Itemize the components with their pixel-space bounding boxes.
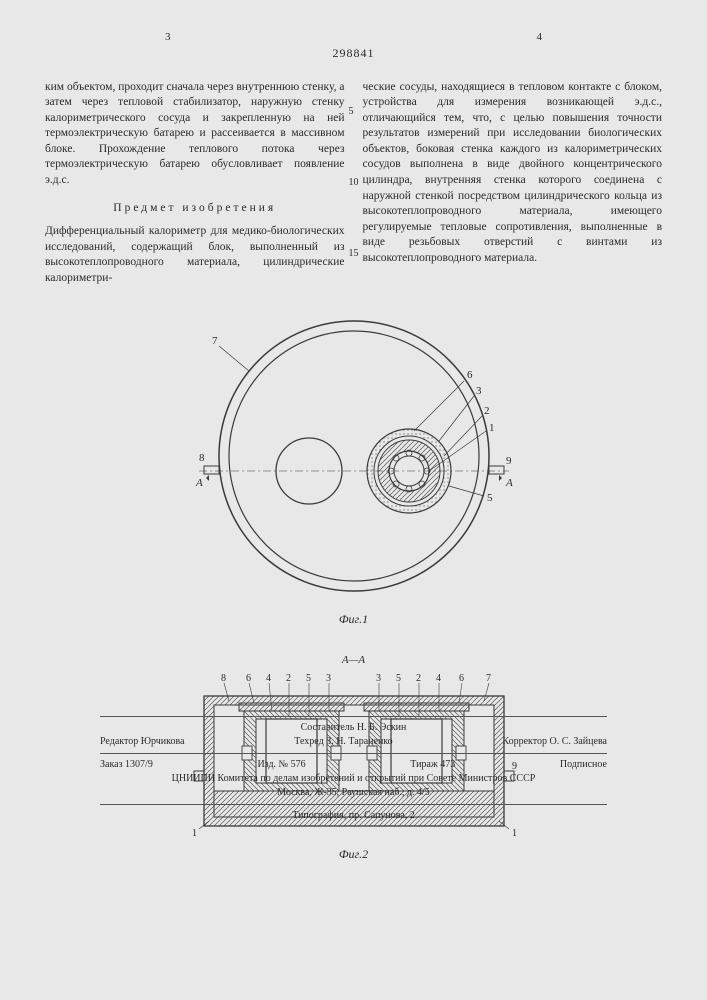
svg-text:3: 3	[476, 385, 482, 397]
svg-text:8: 8	[221, 673, 226, 684]
document-number: 298841	[45, 46, 662, 62]
footer-editor: Редактор Юрчикова	[100, 735, 185, 749]
footer-corrector: Корректор О. С. Зайцева	[502, 735, 607, 749]
right-column: ческие сосуды, находящиеся в тепловом ко…	[363, 80, 663, 286]
left-para-2: Дифференциальный калориметр для медико-б…	[45, 224, 345, 286]
footer-subscription: Подписное	[560, 758, 607, 772]
svg-text:9: 9	[506, 455, 512, 467]
right-para: ческие сосуды, находящиеся в тепловом ко…	[363, 80, 663, 266]
svg-text:7: 7	[486, 673, 491, 684]
left-para-1: ким объектом, проходит сначала через вну…	[45, 80, 345, 189]
footer: Составитель Н. Б. Эскин Редактор Юрчиков…	[100, 712, 607, 823]
footer-compiler: Составитель Н. Б. Эскин	[100, 721, 607, 735]
svg-text:2: 2	[286, 673, 291, 684]
svg-text:6: 6	[459, 673, 464, 684]
footer-printer: Типография, пр. Сапунова, 2	[100, 809, 607, 823]
figure-1: A A 7 8 6 3 2 1 9 5 Фиг.1	[184, 306, 524, 628]
svg-text:7: 7	[212, 335, 218, 347]
svg-text:5: 5	[487, 492, 493, 504]
footer-org: ЦНИИПИ Комитета по делам изобретений и о…	[100, 772, 607, 786]
svg-text:1: 1	[512, 828, 517, 839]
footer-circulation: Тираж 473	[410, 758, 455, 772]
footer-edition: Изд. № 576	[257, 758, 305, 772]
svg-text:5: 5	[396, 673, 401, 684]
svg-text:3: 3	[376, 673, 381, 684]
cross-section-label: A—A	[184, 653, 524, 667]
footer-address: Москва, Ж-35, Раушская наб., д. 4/5	[100, 786, 607, 800]
line-numbers: 5 10 15	[349, 105, 359, 260]
fig2-caption: Фиг.2	[184, 847, 524, 863]
svg-text:A: A	[505, 477, 513, 489]
svg-text:4: 4	[266, 673, 271, 684]
svg-text:6: 6	[246, 673, 251, 684]
left-column: ким объектом, проходит сначала через вну…	[45, 80, 345, 286]
fig1-caption: Фиг.1	[184, 612, 524, 628]
footer-tech-editor: Техред З. Н. Тараненко	[294, 735, 392, 749]
svg-text:1: 1	[192, 828, 197, 839]
page-number-left: 3	[165, 30, 171, 44]
svg-text:2: 2	[484, 405, 490, 417]
svg-text:8: 8	[199, 452, 205, 464]
svg-text:6: 6	[467, 369, 473, 381]
page-number-right: 4	[537, 30, 543, 44]
svg-text:4: 4	[436, 673, 441, 684]
svg-text:1: 1	[489, 422, 495, 434]
footer-order: Заказ 1307/9	[100, 758, 153, 772]
svg-text:3: 3	[326, 673, 331, 684]
svg-text:2: 2	[416, 673, 421, 684]
svg-text:5: 5	[306, 673, 311, 684]
svg-text:A: A	[195, 477, 203, 489]
section-title: Предмет изобретения	[45, 201, 345, 217]
